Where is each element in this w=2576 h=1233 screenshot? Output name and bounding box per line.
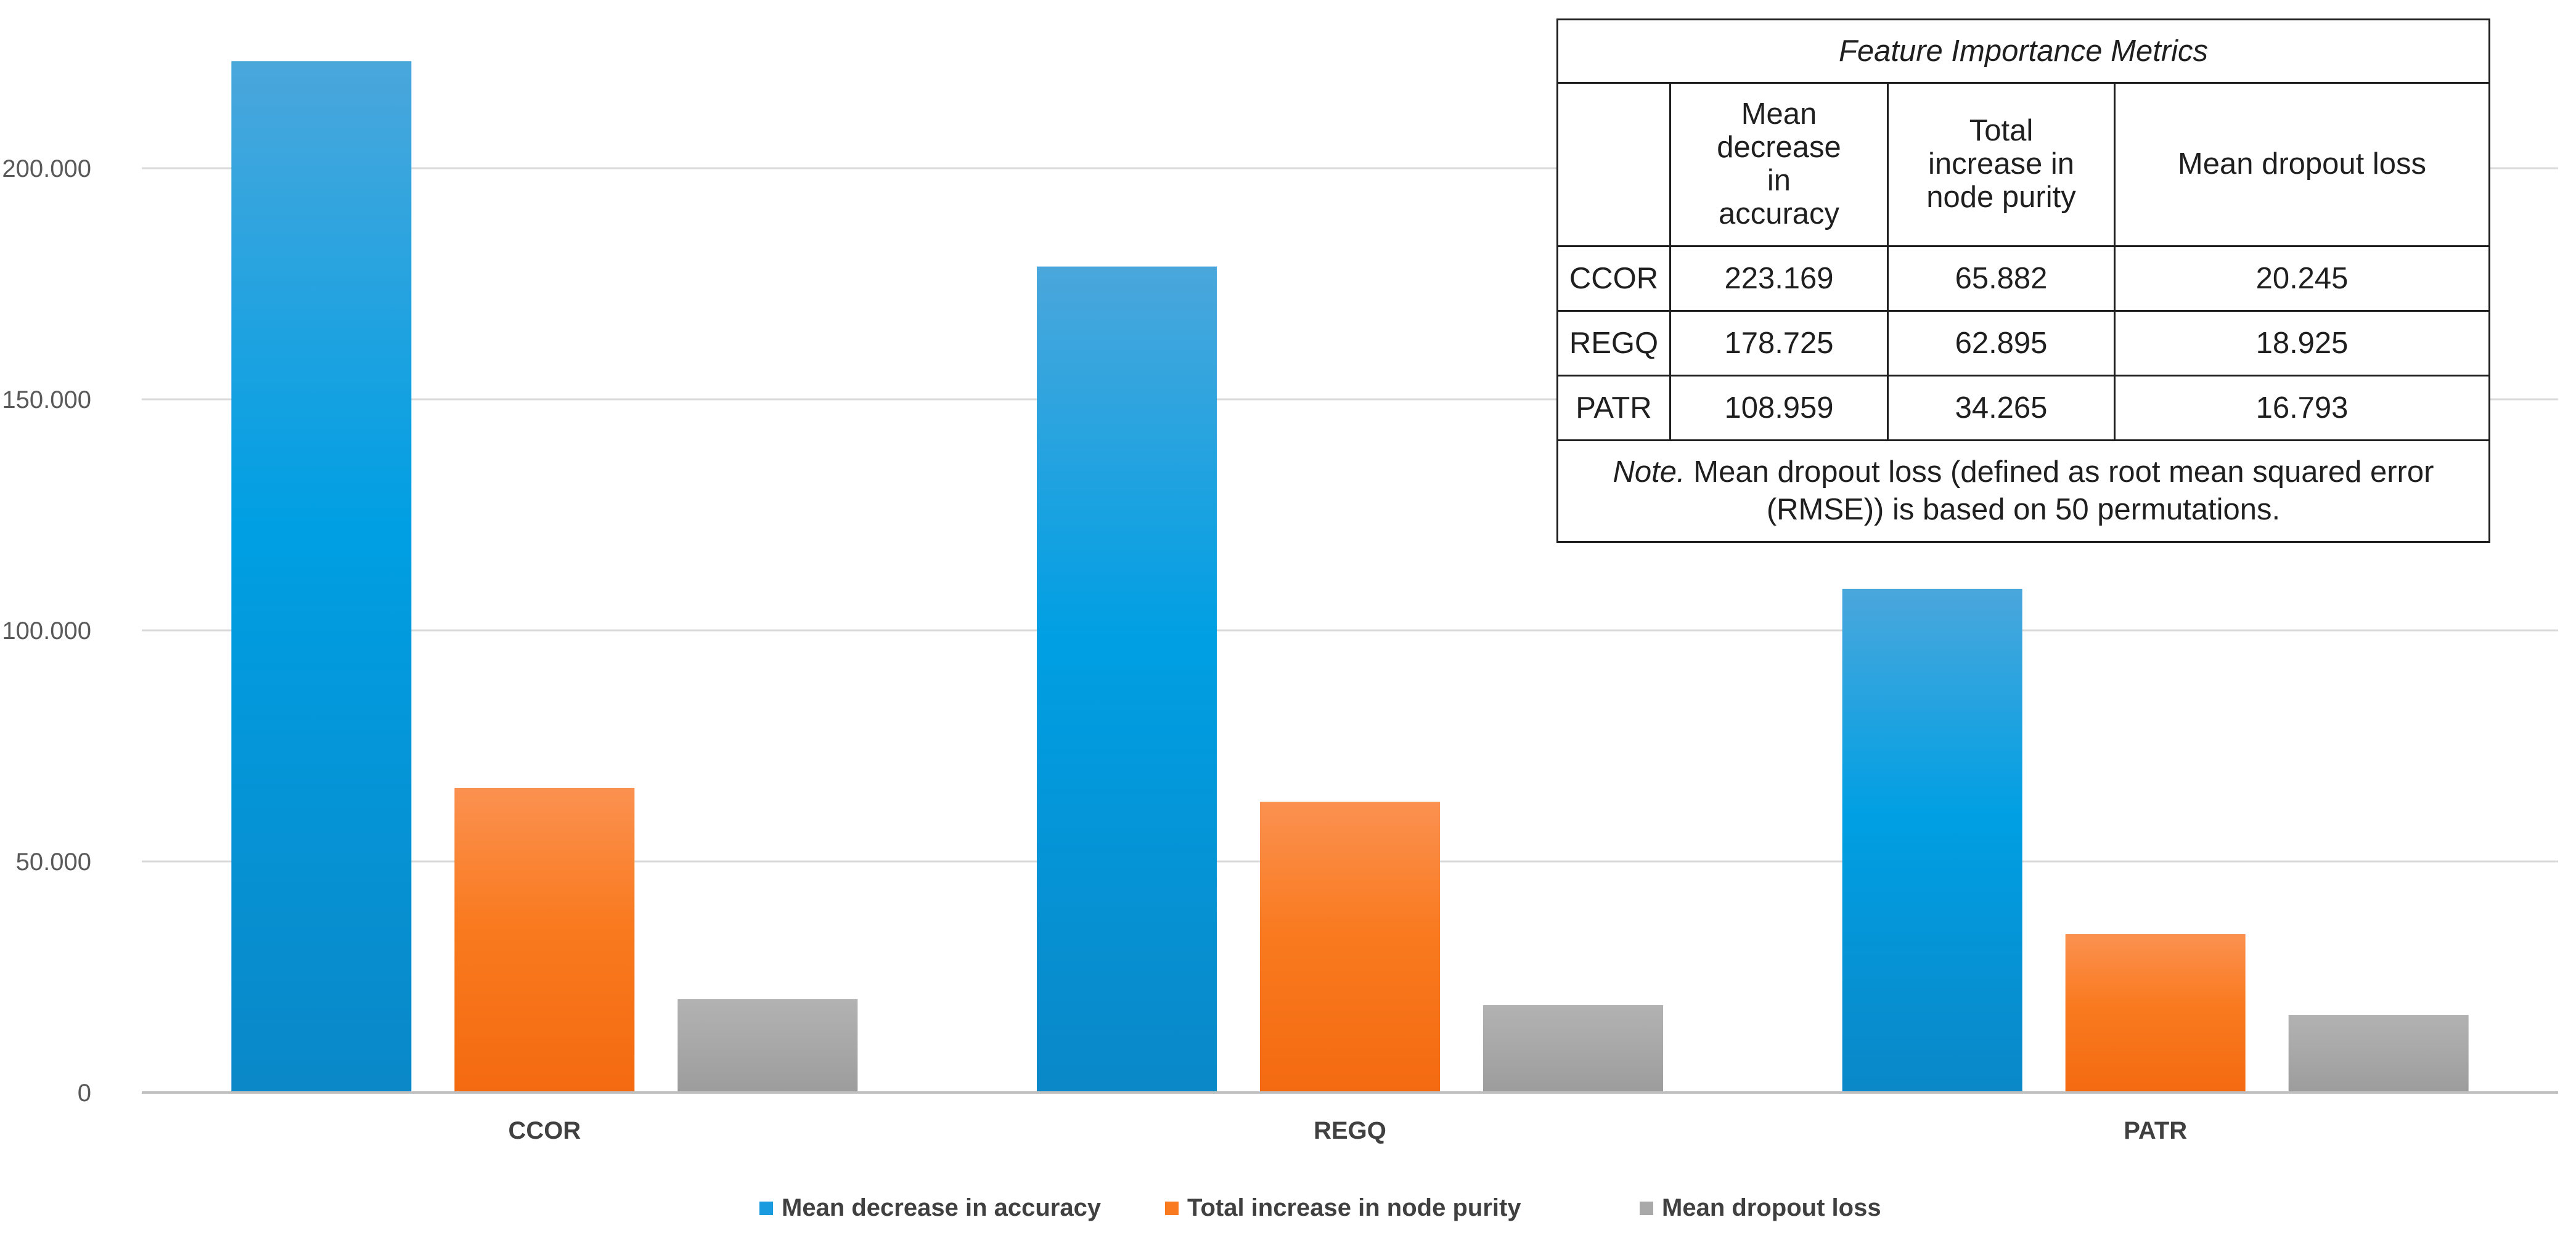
legend-swatch	[759, 1202, 773, 1215]
legend-label: Mean decrease in accuracy	[782, 1194, 1102, 1221]
y-tick-label: 100.000	[2, 617, 91, 645]
header-total-increase-in-node-purity: Total increase in node purity	[1887, 82, 2116, 247]
bar-regq-series-1	[1037, 266, 1217, 1093]
y-tick-label: 50.000	[16, 848, 91, 876]
table-cell: PATR	[1556, 375, 1671, 441]
bars	[231, 61, 2469, 1093]
header-mean-dropout-loss: Mean dropout loss	[2114, 82, 2490, 247]
x-category-label: REGQ	[1314, 1117, 1386, 1144]
x-category-label: PATR	[2124, 1117, 2187, 1144]
x-category-label: CCOR	[508, 1117, 581, 1144]
note-prefix: Note.	[1613, 455, 1685, 489]
table-cell: 34.265	[1887, 375, 2116, 441]
x-axis-categories: CCOR REGQ PATR	[508, 1117, 2187, 1144]
bar-ccor-series-2	[454, 787, 635, 1093]
bar-regq-series-3	[1483, 1005, 1663, 1093]
bar-ccor-series-1	[231, 61, 412, 1093]
legend-label: Total increase in node purity	[1187, 1194, 1521, 1221]
bar-ccor-series-3	[677, 999, 858, 1093]
y-axis-ticks: 0 50.000 100.000 150.000 200.000	[2, 155, 91, 1107]
header-line: increase in	[1928, 147, 2074, 181]
y-tick-label: 0	[78, 1080, 91, 1107]
table-cell: 16.793	[2114, 375, 2490, 441]
header-mean-decrease-in-accuracy: Mean decrease in accuracy	[1669, 82, 1889, 247]
header-line: in	[1767, 164, 1791, 197]
header-line: node purity	[1926, 180, 2076, 214]
header-line: decrease	[1717, 131, 1841, 165]
legend-swatch	[1165, 1202, 1179, 1215]
bar-patr-series-3	[2288, 1015, 2469, 1093]
table-cell: CCOR	[1556, 245, 1671, 312]
table-cell: 223.169	[1669, 245, 1889, 312]
table-cell: 178.725	[1669, 310, 1889, 376]
table-cell: 20.245	[2114, 245, 2490, 312]
header-line: accuracy	[1718, 197, 1840, 230]
table-row: CCOR 223.169 65.882 20.245	[1556, 245, 2490, 312]
header-empty-cell	[1556, 82, 1671, 247]
table-cell: 108.959	[1669, 375, 1889, 441]
legend-swatch	[1640, 1202, 1653, 1215]
table-cell: 18.925	[2114, 310, 2490, 376]
legend: Mean decrease in accuracy Total increase …	[759, 1194, 1881, 1221]
header-line: Mean	[1741, 97, 1817, 131]
table-cell: 62.895	[1887, 310, 2116, 376]
table-cell: 65.882	[1887, 245, 2116, 312]
header-line: Mean dropout loss	[2177, 147, 2427, 181]
header-line: Total	[1969, 114, 2034, 148]
table-row: REGQ 178.725 62.895 18.925	[1556, 310, 2490, 376]
legend-label: Mean dropout loss	[1662, 1194, 1881, 1221]
y-tick-label: 150.000	[2, 386, 91, 413]
table-header-row: Mean decrease in accuracy Total increase in n…	[1556, 82, 2490, 247]
table-caption: Feature Importance Metrics	[1556, 18, 2490, 84]
note-text: Mean dropout loss (defined as root mean …	[1685, 455, 2434, 526]
table-cell: REGQ	[1556, 310, 1671, 376]
bar-patr-series-1	[1842, 588, 2022, 1093]
table-row: PATR 108.959 34.265 16.793	[1556, 375, 2490, 441]
table-note: Note. Mean dropout loss (defined as root…	[1556, 439, 2490, 543]
y-tick-label: 200.000	[2, 155, 91, 182]
feature-importance-table: Feature Importance Metrics Mean decrease i…	[1556, 18, 2490, 543]
bar-patr-series-2	[2065, 934, 2246, 1093]
bar-regq-series-2	[1260, 802, 1440, 1093]
